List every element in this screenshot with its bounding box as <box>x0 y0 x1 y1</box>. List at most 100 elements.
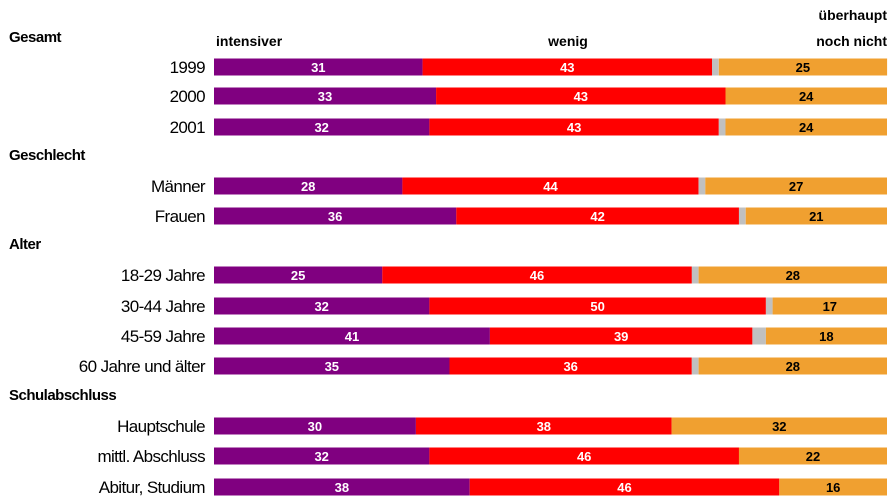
data-label: 46 <box>577 449 591 464</box>
segment-intensiver <box>214 87 437 105</box>
segment-no-answer <box>765 297 773 315</box>
data-label: 43 <box>567 120 581 135</box>
segment-no-answer <box>718 118 726 136</box>
segment-not-at-all <box>698 266 887 284</box>
segment-intensiver <box>214 357 450 375</box>
segment-intensiver <box>214 297 430 315</box>
segment-wenig <box>429 118 719 136</box>
data-label: 21 <box>809 209 823 224</box>
row-label: Hauptschule <box>117 417 205 436</box>
data-label: 46 <box>530 268 544 283</box>
segment-wenig <box>449 357 692 375</box>
segment-no-answer <box>691 266 699 284</box>
segment-no-answer <box>712 58 719 76</box>
data-label: 24 <box>799 120 814 135</box>
row-label: 45-59 Jahre <box>121 327 205 346</box>
row-label: Frauen <box>155 207 205 226</box>
segment-not-at-all <box>725 118 887 136</box>
segment-wenig <box>436 87 726 105</box>
data-label: 32 <box>314 449 328 464</box>
segment-not-at-all <box>738 447 887 465</box>
legend: intensiver wenig überhaupt noch nicht <box>216 7 887 49</box>
data-label: 27 <box>789 179 803 194</box>
data-label: 36 <box>328 209 342 224</box>
bar-row: 2001 32 43 24 <box>170 118 887 137</box>
segment-intensiver <box>214 207 457 225</box>
legend-wenig: wenig <box>547 33 588 49</box>
segment-not-at-all <box>725 87 887 105</box>
data-label: 38 <box>335 480 349 495</box>
segment-wenig <box>382 266 692 284</box>
data-label: 22 <box>806 449 820 464</box>
segment-wenig <box>469 478 780 496</box>
segment-intensiver <box>214 417 416 435</box>
segment-not-at-all <box>745 207 887 225</box>
segment-no-answer <box>738 207 746 225</box>
group-title: Gesamt <box>9 29 62 46</box>
row-label: 1999 <box>170 58 206 77</box>
data-label: 43 <box>574 89 588 104</box>
segment-intensiver <box>214 58 423 76</box>
bar-row: Frauen 36 42 21 <box>155 207 887 226</box>
segment-intensiver <box>214 118 430 136</box>
segment-not-at-all <box>772 297 887 315</box>
data-label: 41 <box>345 329 359 344</box>
legend-not-at-all-line-2: noch nicht <box>816 33 887 49</box>
data-label: 16 <box>826 480 840 495</box>
segment-intensiver <box>214 266 383 284</box>
group-title: Alter <box>9 236 41 253</box>
data-label: 39 <box>614 329 628 344</box>
data-label: 43 <box>560 60 574 75</box>
group-geschlecht: Geschlecht Männer 28 44 27 Frauen 36 42 21 <box>9 147 887 226</box>
legend-intensiver: intensiver <box>216 33 283 49</box>
segment-wenig <box>415 417 672 435</box>
segment-no-answer <box>691 357 699 375</box>
segment-wenig <box>422 58 712 76</box>
data-label: 25 <box>291 268 305 283</box>
row-label: Männer <box>151 177 206 196</box>
data-label: 28 <box>786 268 800 283</box>
bar-row: 45-59 Jahre 41 39 18 <box>121 327 887 346</box>
data-label: 38 <box>537 419 551 434</box>
segment-intensiver <box>214 177 403 195</box>
row-label: 60 Jahre und älter <box>79 357 206 376</box>
data-label: 32 <box>314 120 328 135</box>
group-gesamt: Gesamt 1999 31 43 25 2000 33 43 24 2001 32 43 24 <box>9 29 888 137</box>
segment-not-at-all <box>671 417 887 435</box>
row-label: Abitur, Studium <box>99 478 206 497</box>
bar-row: 30-44 Jahre 32 50 17 <box>121 297 887 316</box>
segment-wenig <box>489 327 753 345</box>
segment-no-answer <box>752 327 766 345</box>
segment-wenig <box>429 447 739 465</box>
row-label: mittl. Abschluss <box>97 447 205 466</box>
legend-not-at-all-line-1: überhaupt <box>819 7 888 23</box>
row-label: 2001 <box>170 118 206 137</box>
data-label: 28 <box>301 179 315 194</box>
data-label: 35 <box>325 359 339 374</box>
segment-intensiver <box>214 447 430 465</box>
bar-row: 60 Jahre und älter 35 36 28 <box>79 357 887 376</box>
segment-no-answer <box>698 177 706 195</box>
data-label: 18 <box>819 329 833 344</box>
data-label: 36 <box>563 359 577 374</box>
bar-row: 2000 33 43 24 <box>170 87 887 106</box>
segment-wenig <box>456 207 739 225</box>
data-label: 44 <box>543 179 558 194</box>
data-label: 50 <box>590 299 604 314</box>
data-label: 46 <box>617 480 631 495</box>
segment-wenig <box>429 297 766 315</box>
segment-not-at-all <box>779 478 887 496</box>
segment-wenig <box>402 177 699 195</box>
data-label: 25 <box>796 60 810 75</box>
group-alter: Alter 18-29 Jahre 25 46 28 30-44 Jahre 32 50 17 4… <box>9 236 887 376</box>
data-label: 28 <box>786 359 800 374</box>
data-label: 24 <box>799 89 814 104</box>
segment-not-at-all <box>718 58 888 76</box>
segment-intensiver <box>214 478 470 496</box>
bar-row: 1999 31 43 25 <box>170 58 888 77</box>
segment-not-at-all <box>705 177 887 195</box>
data-label: 32 <box>772 419 786 434</box>
